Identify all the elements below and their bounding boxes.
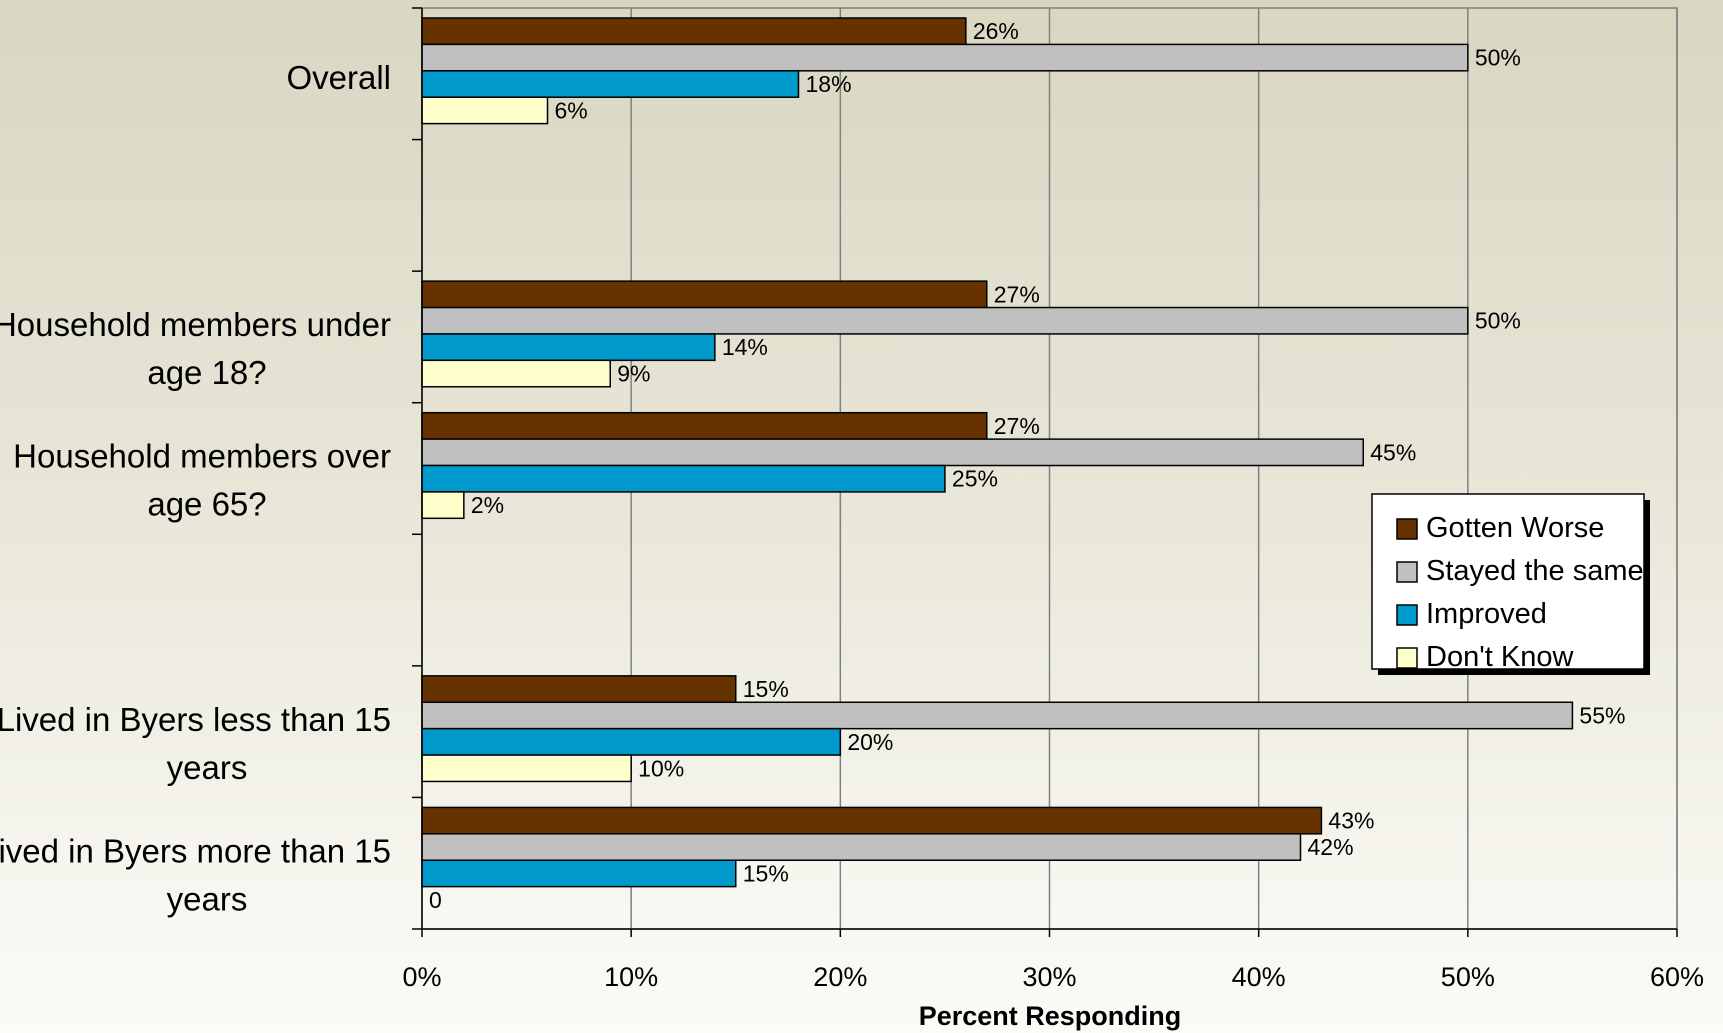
data-label: 14% [722,334,768,360]
bar [421,70,800,98]
legend-swatch [1396,647,1418,669]
legend-label: Gotten Worse [1426,512,1604,544]
bar [421,675,737,704]
category-label: Lived in Byers more than 15 [0,832,391,869]
bar [421,359,611,388]
bar [421,754,632,783]
bar [421,17,967,46]
bar [421,464,946,493]
category-label: age 18? [147,354,266,391]
data-label: 0 [429,887,442,913]
data-label: 15% [743,676,789,702]
data-label: 26% [973,18,1019,44]
x-tick-label: 30% [1022,962,1076,992]
data-label: 20% [847,729,893,755]
data-label: 50% [1475,308,1521,334]
category-labels: Overall Household members under age 18? Hou… [0,59,391,917]
bar [421,859,737,888]
data-label: 18% [806,71,852,97]
data-label: 15% [743,860,789,886]
bar [421,333,716,362]
data-label: 45% [1370,439,1416,465]
data-label: 42% [1308,834,1354,860]
category-label: Overall [286,59,391,96]
legend-label: Don't Know [1426,641,1574,673]
x-axis-label: Percent Responding [919,1001,1182,1031]
bar [421,806,1323,835]
x-tick-label: 50% [1441,962,1495,992]
data-label: 50% [1475,45,1521,71]
data-label: 55% [1579,702,1625,728]
data-label: 43% [1328,808,1374,834]
category-label: years [167,749,248,786]
data-label: 10% [638,755,684,781]
category-label: years [167,880,248,917]
bar [421,491,465,520]
data-label: 2% [471,492,504,518]
data-label: 6% [555,97,588,123]
category-label: Household members under [0,306,391,343]
legend-swatch [1396,518,1418,540]
bar [421,411,988,440]
bar [421,438,1364,467]
legend-label: Improved [1426,598,1547,630]
data-label: 27% [994,413,1040,439]
x-tick-labels: 0% 10% 20% 30% 40% 50% 60% [402,962,1704,992]
bar [421,96,549,125]
legend-swatch [1396,561,1418,583]
x-tick-label: 40% [1232,962,1286,992]
legend: Gotten Worse Stayed the same Improved Don't… [1371,493,1650,675]
category-label: age 65? [147,486,266,523]
x-tick-label: 60% [1650,962,1704,992]
legend-swatch [1396,604,1418,626]
bar [421,43,1469,72]
bar [421,280,988,309]
bar [421,306,1469,335]
axes [412,7,1678,937]
bar [421,727,842,756]
bar [421,701,1574,730]
legend-label: Stayed the same [1426,555,1644,587]
x-tick-label: 20% [813,962,867,992]
x-tick-label: 10% [604,962,658,992]
bar [421,833,1302,861]
bars: 26% 50% 18% 6% 27% 50% 14% 9% 27% 45% 25% 2% 15% 55% 2… [421,17,1625,913]
data-label: 9% [617,361,650,387]
category-label: Lived in Byers less than 15 [0,701,391,738]
data-label: 27% [994,281,1040,307]
category-label: Household members over [13,438,391,475]
data-label: 25% [952,466,998,492]
x-tick-label: 0% [402,962,441,992]
